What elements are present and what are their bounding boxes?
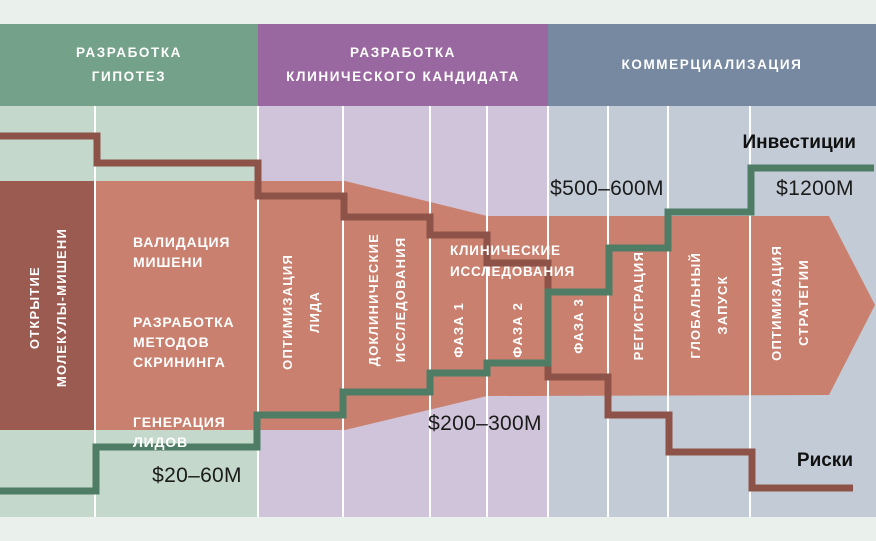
cost-label-clinical: $200–300M: [428, 412, 542, 435]
band-commercialization-line1: КОММЕРЦИАЛИЗАЦИЯ: [621, 57, 803, 72]
phase-band-commercialization: КОММЕРЦИАЛИЗАЦИЯ: [548, 24, 876, 106]
band-hypothesis-line1: РАЗРАБОТКА: [75, 45, 183, 60]
band-candidate-line1: РАЗРАБОТКА: [349, 45, 457, 60]
funnel-discovery-stage: [0, 181, 95, 430]
stage-validation-p2: РАЗРАБОТКА МЕТОДОВ СКРИНИНГА: [133, 314, 235, 370]
band-candidate-line2: КЛИНИЧЕСКОГО КАНДИДАТА: [286, 69, 520, 84]
funnel-arrow-shape: [0, 181, 875, 430]
investments-step-line: [0, 164, 874, 495]
stage-validation: ВАЛИДАЦИЯ МИШЕНИ РАЗРАБОТКА МЕТОДОВ СКРИ…: [133, 212, 251, 492]
cost-label-discovery: $20–60M: [152, 464, 242, 487]
phase-band-candidate: РАЗРАБОТКА КЛИНИЧЕСКОГО КАНДИДАТА: [258, 24, 548, 106]
risks-step-line: [0, 132, 853, 492]
phase-band-hypothesis: РАЗРАБОТКА ГИПОТЕЗ: [0, 24, 258, 106]
stage-validation-p1: ВАЛИДАЦИЯ МИШЕНИ: [133, 234, 231, 270]
cost-label-peak: $1200M: [776, 177, 854, 200]
risks-legend: Риски: [796, 450, 853, 471]
clinical-trials-heading: КЛИНИЧЕСКИЕ ИССЛЕДОВАНИЯ: [450, 243, 576, 279]
band-hypothesis-line2: ГИПОТЕЗ: [91, 69, 167, 84]
investments-legend: Инвестиции: [742, 132, 856, 153]
cost-label-commercial: $500–600M: [550, 177, 664, 200]
stage-validation-p3: ГЕНЕРАЦИЯ ЛИДОВ: [133, 414, 226, 450]
